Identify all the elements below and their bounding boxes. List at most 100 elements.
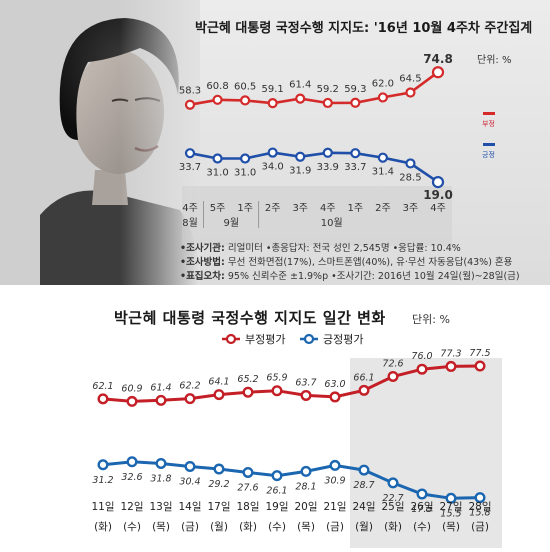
weekly-point-1-3 [267,147,278,158]
daily-value-label-0-12: 77.3 [440,348,461,359]
daily-chart-panel: 박근혜 대통령 국정수행 지지도 일간 변화 단위: % 부정평가 긍정평가 62… [0,290,550,552]
daily-weekday-tick-4: (월) [210,521,228,533]
daily-point-1-13 [474,492,486,504]
weekly-value-label-0-4: 61.4 [289,80,311,91]
daily-point-0-7 [300,389,312,401]
weekly-point-1-4 [295,151,306,162]
daily-date-tick-2: 13일 [149,500,172,513]
daily-weekday-tick-8: (금) [326,521,344,533]
weekly-point-0-6 [350,97,361,108]
daily-value-label-1-3: 30.4 [179,476,200,487]
weekly-week-tick-2: 1주 [237,203,253,214]
daily-point-1-8 [329,459,341,471]
daily-legend-swatch-marker-1 [303,333,315,345]
daily-point-1-9 [358,464,370,476]
weekly-point-0-0 [184,99,196,110]
daily-point-1-7 [300,465,312,477]
daily-weekday-tick-11: (수) [413,521,431,533]
daily-value-label-0-0: 62.1 [92,381,113,392]
daily-value-label-0-5: 65.2 [237,374,258,385]
survey-info-line: •표집오차: 95% 신뢰수준 ±1.9%p •조사기간: 2016년 10월 … [180,268,520,282]
survey-info-key: •조사방법: [180,257,225,268]
daily-legend-swatch-marker-0 [225,333,237,345]
weekly-value-label-1-9: 19.0 [423,188,453,202]
weekly-week-tick-9: 4주 [430,203,446,214]
daily-value-label-0-9: 66.1 [353,372,374,383]
daily-legend-label-1: 긍정평가 [323,333,363,346]
weekly-value-label-0-1: 60.8 [206,81,228,92]
weekly-point-1-2 [240,153,251,164]
weekly-week-tick-1: 5주 [210,203,226,214]
daily-value-label-0-13: 77.5 [469,348,490,359]
weekly-value-label-0-7: 62.0 [372,78,394,89]
daily-value-label-1-5: 27.6 [237,482,258,493]
daily-chart: 부정평가 긍정평가 62.1 60.9 61.4 62.2 64.1 65.2 65.9 63.… [91,333,502,548]
weekly-value-label-0-9: 74.8 [423,52,453,66]
weekly-chart: 58.3 60.8 60.5 59.1 61.4 59.2 59.3 62.0 64.574.8… [179,52,511,246]
daily-weekday-tick-0: (화) [94,521,112,533]
portrait-image [0,0,200,285]
weekly-point-0-5 [322,97,333,109]
daily-value-label-1-2: 31.8 [150,473,171,484]
daily-value-label-0-1: 60.9 [121,383,142,394]
weekly-value-label-1-0: 33.7 [179,162,201,173]
daily-date-tick-1: 12일 [120,500,143,513]
daily-date-tick-7: 20일 [294,500,317,513]
daily-point-1-11 [416,488,428,500]
daily-point-1-0 [97,459,109,471]
daily-date-tick-0: 11일 [91,500,114,513]
weekly-point-1-5 [322,147,333,158]
daily-weekday-tick-2: (목) [152,521,170,533]
daily-date-tick-9: 24일 [352,500,375,513]
weekly-value-label-0-6: 59.3 [344,84,366,95]
weekly-value-label-0-0: 58.3 [179,86,201,97]
daily-point-0-3 [184,393,196,405]
weekly-legend-positive-swatch [483,143,495,146]
daily-date-tick-13: 28일 [468,500,491,513]
daily-weekday-tick-10: (화) [384,521,402,533]
weekly-point-1-8 [405,158,416,169]
weekly-month-label-1: 9월 [224,217,240,229]
daily-weekday-tick-5: (화) [239,521,257,533]
daily-point-1-5 [242,466,254,478]
daily-legend-label-0: 부정평가 [245,333,285,346]
daily-value-label-1-12: 15.5 [440,508,461,519]
weekly-point-1-1 [212,153,223,164]
daily-point-1-6 [271,470,283,482]
daily-value-label-1-8: 30.9 [324,475,345,486]
weekly-value-label-0-2: 60.5 [234,81,256,92]
daily-weekday-tick-1: (수) [123,521,141,533]
weekly-point-0-7 [377,92,388,103]
weekly-point-0-4 [295,93,306,104]
daily-weekday-tick-9: (월) [355,521,373,533]
weekly-point-1-7 [377,152,388,163]
daily-value-label-0-3: 62.2 [179,381,200,392]
weekly-week-tick-5: 4주 [320,203,336,214]
daily-weekday-tick-13: (금) [471,521,489,533]
weekly-point-0-1 [212,94,223,105]
weekly-week-tick-6: 1주 [348,203,364,214]
weekly-week-tick-7: 2주 [375,203,391,214]
daily-point-0-13 [474,360,486,372]
weekly-value-label-1-1: 31.0 [206,167,228,178]
daily-weekday-tick-3: (금) [181,521,199,533]
weekly-point-1-6 [350,148,361,159]
daily-point-0-0 [97,393,109,405]
weekly-legend-negative-swatch [483,112,495,115]
daily-point-0-2 [155,394,167,406]
daily-point-0-6 [271,385,283,397]
daily-date-tick-3: 14일 [178,500,201,513]
daily-value-label-0-8: 63.0 [324,379,345,390]
daily-chart-title: 박근혜 대통령 국정수행 지지도 일간 변화 [114,309,386,327]
weekly-value-label-1-3: 34.0 [262,162,284,173]
weekly-chart-title: 박근혜 대통령 국정수행 지지도: '16년 10월 4주차 주간집계 [195,21,533,36]
weekly-value-label-1-8: 28.5 [399,172,421,183]
daily-point-0-8 [329,391,341,403]
weekly-point-0-3 [267,98,278,109]
daily-value-label-1-10: 22.7 [382,493,403,504]
weekly-point-0-8 [405,87,416,98]
weekly-series-line-1 [189,151,439,184]
daily-value-label-1-13: 15.8 [469,508,490,519]
daily-highlight-band [350,358,502,548]
daily-point-1-3 [184,460,196,472]
